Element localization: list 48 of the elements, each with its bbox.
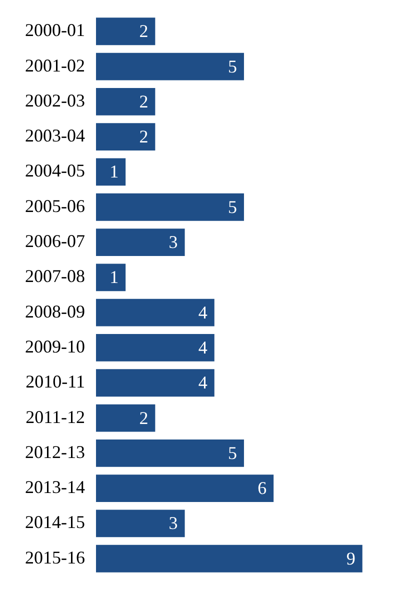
bar [96,404,156,432]
y-tick-label: 2008-09 [24,301,85,322]
y-tick-label: 2003-04 [24,126,85,146]
y-tick-label: 2009-10 [24,336,85,356]
data-label: 4 [198,372,208,393]
bar [96,193,244,221]
bar [96,474,274,502]
data-label: 1 [110,162,119,182]
y-tick-label: 2012-13 [24,442,85,462]
bar [96,510,185,538]
bar [96,298,214,326]
bar [96,544,362,572]
data-label: 2 [139,126,148,147]
bar [96,158,126,186]
data-label: 3 [168,513,178,534]
data-label: 4 [198,337,208,358]
data-label: 2 [139,21,148,42]
bar [96,334,214,362]
data-label: 6 [258,478,267,498]
y-tick-label: 2006-07 [24,231,85,252]
data-label: 5 [228,442,237,463]
bar [96,228,185,256]
data-label: 9 [346,548,356,568]
y-tick-label: 2002-03 [24,90,85,110]
bar [96,264,126,292]
y-tick-label: 2001-02 [24,55,85,76]
y-tick-label: 2015-16 [24,547,85,568]
data-label: 4 [198,302,208,322]
y-tick-label: 2014-15 [24,512,85,532]
data-label: 5 [228,196,237,217]
y-tick-label: 2007-08 [24,266,85,286]
data-label: 3 [168,232,178,252]
y-tick-label: 2011-12 [26,406,85,427]
bar [96,88,156,116]
data-label: 2 [139,408,148,428]
data-label: 1 [110,267,119,288]
bar [96,52,244,80]
data-label: 5 [228,56,237,76]
y-tick-label: 2013-14 [24,477,85,498]
y-tick-label: 2010-11 [26,372,85,392]
bar [96,439,244,467]
bar [96,369,214,397]
data-label: 2 [139,91,148,112]
y-tick-label: 2005-06 [24,196,85,216]
y-tick-label: 2000-01 [24,20,85,40]
y-tick-label: 2004-05 [24,160,85,181]
bar [96,123,156,151]
bar [96,18,156,46]
